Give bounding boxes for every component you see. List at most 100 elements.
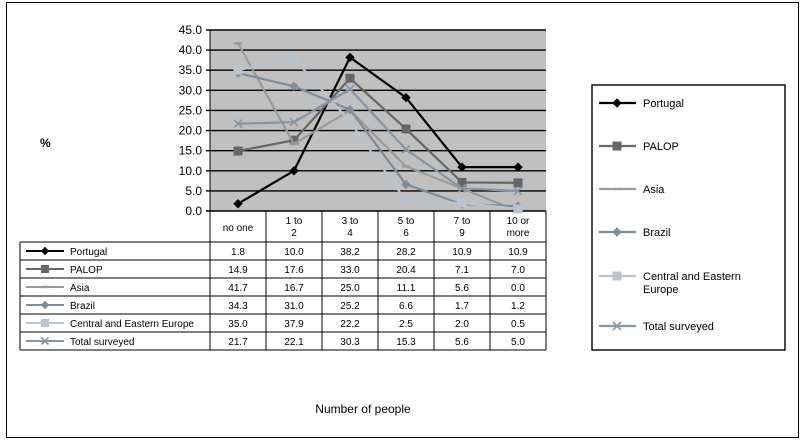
table-row-label: Asia <box>70 283 90 294</box>
data-point-stroke <box>233 119 243 129</box>
table-cell-value: 30.3 <box>340 337 360 348</box>
data-point-stroke <box>40 336 50 346</box>
data-point <box>345 104 355 115</box>
data-point-stroke <box>401 144 411 155</box>
data-point <box>612 271 622 281</box>
table-cell-value: 34.3 <box>228 301 248 312</box>
data-point <box>345 117 355 127</box>
x-tick-label: no one <box>223 223 254 234</box>
x-tick-line: 3 to <box>342 216 359 227</box>
table-row-label: Total surveyed <box>70 337 134 348</box>
legend-label-line: Central and Eastern <box>643 271 741 283</box>
x-axis-label: Number of people <box>315 402 411 416</box>
x-tick-label: 7 to 9 <box>454 216 471 239</box>
y-tick-label: 20.0 <box>179 124 203 138</box>
x-tick-label: 10 or more <box>507 216 530 239</box>
table-cell-value: 28.2 <box>396 247 416 258</box>
table-cell-value: 41.7 <box>228 283 248 294</box>
table-cell-value: 5.0 <box>511 337 525 348</box>
table-cell-value: 0.0 <box>511 283 525 294</box>
data-point <box>41 265 49 273</box>
data-point <box>233 119 243 129</box>
legend-label: PALOP <box>643 141 679 153</box>
data-point <box>233 199 243 209</box>
table-cell-value: 14.9 <box>228 265 248 276</box>
x-tick-line: 5 to <box>398 216 415 227</box>
table-row-label: PALOP <box>70 265 103 276</box>
table-cell-value: 25.0 <box>340 283 360 294</box>
table-cell-value: 0.5 <box>511 319 525 330</box>
table-cell-value: 21.7 <box>228 337 248 348</box>
series-line <box>237 87 519 192</box>
x-tick-label: 3 to 4 <box>342 216 359 239</box>
y-axis-label: % <box>40 136 51 150</box>
table-cell-value: 31.0 <box>284 301 304 312</box>
table-cell-value: 15.3 <box>396 337 416 348</box>
table-cell-value: 1.8 <box>231 247 245 258</box>
table-cell-value: 22.1 <box>284 337 304 348</box>
data-point <box>457 162 467 172</box>
y-tick-label: 0.0 <box>185 204 202 218</box>
data-point <box>612 227 622 237</box>
gridlines <box>206 29 546 212</box>
legend-label: Asia <box>643 184 665 196</box>
data-point <box>41 319 49 327</box>
y-tick-label: 35.0 <box>179 63 203 77</box>
x-tick-line: 4 <box>347 228 353 239</box>
table-cell-value: 1.2 <box>511 301 525 312</box>
legend-label: Portugal <box>643 98 684 110</box>
table-cell-value: 38.2 <box>340 247 360 258</box>
table-cell-value: 16.7 <box>284 283 304 294</box>
legend <box>591 84 786 351</box>
table-cell-value: 37.9 <box>284 319 304 330</box>
table-cell-value: 7.0 <box>511 265 525 276</box>
legend-entries: Portugal PALOP Asia Brazil Central and Easte… <box>599 98 741 333</box>
data-point <box>289 117 299 127</box>
x-tick-label: 5 to 6 <box>398 216 415 239</box>
data-point <box>401 92 411 103</box>
y-tick-label: 30.0 <box>179 83 203 97</box>
table-cell-value: 17.6 <box>284 265 304 276</box>
data-point <box>401 179 411 190</box>
data-point <box>612 98 622 108</box>
data-point <box>345 73 355 83</box>
data-point <box>612 321 622 331</box>
y-tick-label: 25.0 <box>179 103 203 117</box>
data-point <box>40 336 50 346</box>
table-row-label: Portugal <box>70 247 107 258</box>
data-point-stroke <box>345 84 355 94</box>
data-point <box>289 81 299 92</box>
table-cell-value: 10.9 <box>508 247 528 258</box>
y-tick-label: 15.0 <box>179 144 203 158</box>
table-cell-value: 1.7 <box>455 301 469 312</box>
table-cell-value: 25.2 <box>340 301 360 312</box>
series-lines <box>233 42 523 214</box>
series-line <box>237 76 519 184</box>
data-point <box>233 65 243 75</box>
legend-label: Brazil <box>643 227 671 239</box>
table-cell-value: 35.0 <box>228 319 248 330</box>
table-cell-value: 6.6 <box>399 301 413 312</box>
series-line <box>237 57 519 211</box>
table-cell-value: 2.5 <box>399 319 413 330</box>
chart-frame <box>6 2 799 438</box>
table-cell-value: 7.1 <box>455 265 469 276</box>
data-point <box>233 146 243 156</box>
data-point <box>513 186 523 196</box>
table-cell-value: 10.9 <box>452 247 472 258</box>
data-point <box>612 141 622 151</box>
x-tick-line: 1 to <box>286 216 303 227</box>
data-point <box>345 84 355 94</box>
x-tick-label: 1 to 2 <box>286 216 303 239</box>
y-tick-label: 45.0 <box>179 23 203 37</box>
data-point-stroke <box>289 117 299 127</box>
data-point <box>513 178 523 188</box>
data-point <box>513 162 523 172</box>
data-point-stroke <box>513 186 523 196</box>
data-point <box>289 166 299 176</box>
y-tick-label: 5.0 <box>185 184 202 198</box>
x-tick-line: 2 <box>291 228 297 239</box>
data-point <box>289 54 299 64</box>
x-tick-line: 10 or <box>507 216 530 227</box>
